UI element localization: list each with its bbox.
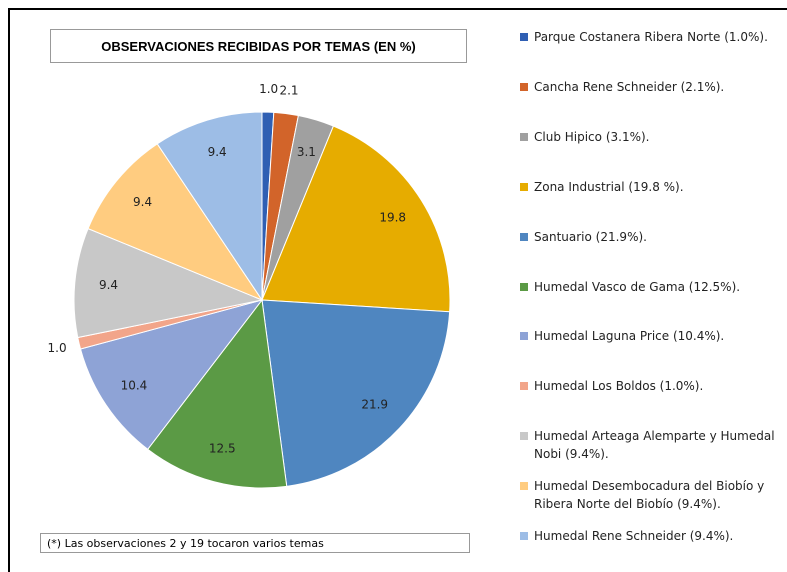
legend-item: Humedal Arteaga Alemparte y Humedal Nobi… bbox=[520, 427, 782, 463]
pie-slice bbox=[147, 298, 288, 489]
legend-item: Humedal Vasco de Gama (12.5%). bbox=[520, 278, 782, 296]
legend-swatch bbox=[520, 282, 528, 291]
legend-item: Humedal Laguna Price (10.4%). bbox=[520, 327, 782, 345]
legend-item: Santuario (21.9%). bbox=[520, 228, 782, 246]
legend-item: Cancha Rene Schneider (2.1%). bbox=[520, 78, 782, 96]
legend-item: Parque Costanera Ribera Norte (1.0%). bbox=[520, 28, 782, 46]
legend-label: Santuario (21.9%). bbox=[534, 229, 647, 244]
pie-slice bbox=[73, 227, 264, 339]
data-label: 19.8 bbox=[379, 211, 406, 225]
data-label: 10.4 bbox=[121, 378, 148, 392]
legend-label: Humedal Arteaga Alemparte y Humedal Nobi… bbox=[534, 429, 775, 462]
pie-slice bbox=[79, 299, 264, 450]
legend-label: Humedal Los Boldos (1.0%). bbox=[534, 379, 704, 394]
legend-item: Club Hipico (3.1%). bbox=[520, 128, 782, 146]
legend-label: Humedal Laguna Price (10.4%). bbox=[534, 329, 725, 344]
legend-label: Club Hipico (3.1%). bbox=[534, 129, 650, 144]
legend-swatch bbox=[520, 82, 528, 91]
legend-label: Cancha Rene Schneider (2.1%). bbox=[534, 79, 725, 94]
pie-slice bbox=[156, 111, 263, 302]
legend-item: Humedal Desembocadura del Biobío y Riber… bbox=[520, 477, 782, 513]
data-label: 21.9 bbox=[361, 398, 388, 412]
legend-swatch bbox=[520, 382, 528, 391]
legend-label: Zona Industrial (19.8 %). bbox=[534, 179, 684, 194]
data-label: 12.5 bbox=[209, 441, 236, 455]
legend-swatch bbox=[520, 182, 528, 191]
data-label: 1.0 bbox=[48, 341, 67, 355]
pie-slice bbox=[87, 143, 264, 302]
legend-swatch bbox=[520, 132, 528, 141]
legend-swatch bbox=[520, 33, 528, 41]
legend-swatch bbox=[520, 232, 528, 241]
frame bbox=[8, 8, 787, 572]
legend-item: Humedal Rene Schneider (9.4%). bbox=[520, 527, 782, 545]
legend-label: Parque Costanera Ribera Norte (1.0%). bbox=[534, 30, 768, 44]
legend-swatch bbox=[520, 332, 528, 341]
data-label: 9.4 bbox=[99, 278, 118, 292]
data-label: 9.4 bbox=[133, 195, 152, 209]
pie-slice bbox=[261, 299, 451, 487]
legend-label: Humedal Desembocadura del Biobío y Riber… bbox=[534, 479, 765, 512]
legend-swatch bbox=[520, 532, 528, 540]
legend-swatch bbox=[520, 482, 528, 491]
chart-title: OBSERVACIONES RECIBIDAS POR TEMAS (EN %) bbox=[50, 29, 467, 63]
legend-item: Zona Industrial (19.8 %). bbox=[520, 178, 782, 196]
footnote: (*) Las observaciones 2 y 19 tocaron var… bbox=[40, 533, 470, 553]
data-label: 1.0 bbox=[259, 82, 278, 96]
data-label: 3.1 bbox=[297, 145, 316, 159]
legend-label: Humedal Vasco de Gama (12.5%). bbox=[534, 279, 741, 294]
data-label: 2.1 bbox=[279, 84, 298, 98]
data-label: 9.4 bbox=[208, 145, 227, 159]
pie-slice bbox=[261, 125, 451, 313]
legend-item: Humedal Los Boldos (1.0%). bbox=[520, 377, 782, 395]
legend-label: Humedal Rene Schneider (9.4%). bbox=[534, 529, 734, 543]
legend-swatch bbox=[520, 432, 528, 441]
